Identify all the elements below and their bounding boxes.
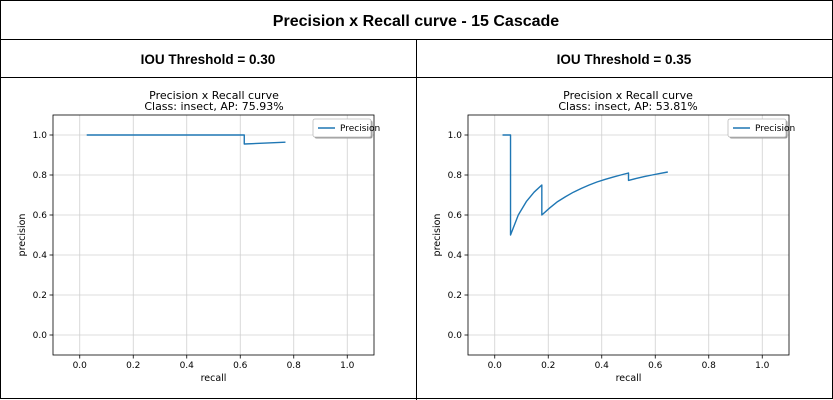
chart-subtitle: Class: insect, AP: 53.81% [558,100,697,113]
x-tick-label: 0.4 [595,361,610,371]
x-tick-label: 1.0 [755,361,770,371]
x-tick-label: 0.8 [702,361,717,371]
x-tick-label: 0.6 [648,361,663,371]
y-tick-label: 0.8 [33,171,48,181]
y-tick-label: 0.2 [448,291,462,301]
x-tick-label: 1.0 [340,361,355,371]
y-tick-label: 0.0 [448,331,463,341]
series-line-precision [502,134,668,236]
x-tick-label: 0.0 [73,361,88,371]
panel-header-right: IOU Threshold = 0.35 [557,52,692,67]
y-tick-label: 1.0 [33,131,48,141]
y-axis-label: precision [17,214,28,257]
x-tick-label: 0.8 [287,361,302,371]
legend-box [727,118,787,138]
y-tick-label: 0.2 [33,291,47,301]
y-tick-label: 0.6 [33,211,48,221]
chart-subtitle: Class: insect, AP: 75.93% [144,100,283,113]
y-axis-label: precision [432,214,443,257]
legend-label: Precision [340,124,380,134]
x-tick-label: 0.0 [488,361,503,371]
chart-title: Precision x Recall curve [149,89,279,102]
axes-frame [52,114,375,356]
y-tick-label: 0.0 [33,331,48,341]
y-tick-label: 0.6 [448,211,463,221]
x-tick-label: 0.6 [233,361,248,371]
x-tick-label: 0.2 [126,361,140,371]
legend-label: Precision [755,124,795,134]
x-tick-label: 0.2 [541,361,555,371]
x-axis-label: recall [616,373,642,384]
legend-box [312,118,372,138]
y-tick-label: 1.0 [448,131,463,141]
y-tick-label: 0.8 [448,171,463,181]
chart-title: Precision x Recall curve [563,89,693,102]
x-tick-label: 0.4 [180,361,195,371]
panel-header-left: IOU Threshold = 0.30 [141,52,276,67]
axes-frame [467,114,790,356]
x-axis-label: recall [201,373,227,384]
y-tick-label: 0.4 [448,251,463,261]
series-line-precision [86,134,286,145]
y-tick-label: 0.4 [33,251,48,261]
page-title: Precision x Recall curve - 15 Cascade [273,13,559,30]
